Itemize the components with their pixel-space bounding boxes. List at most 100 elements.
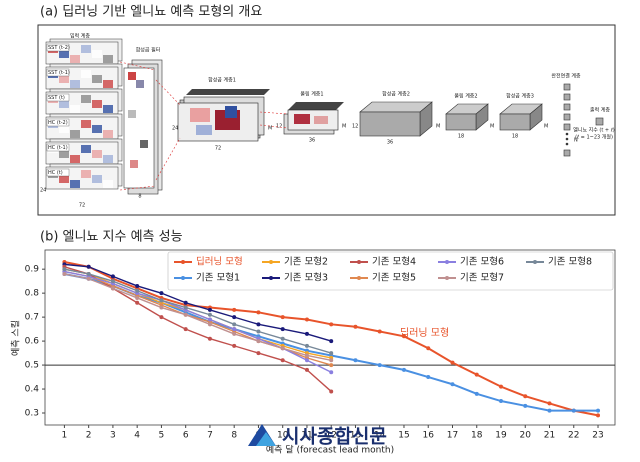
map-cell <box>103 155 113 163</box>
point <box>280 327 285 332</box>
label: 합성곱 계층2 <box>382 91 410 98</box>
point <box>183 305 188 310</box>
point <box>110 279 115 284</box>
point <box>86 271 91 276</box>
point <box>304 367 309 372</box>
point <box>159 291 164 296</box>
label: 12 <box>352 124 358 130</box>
panel-a-title: (a) 딥러닝 기반 엘니뇨 예측 모형의 개요 <box>40 5 262 20</box>
point <box>353 324 358 329</box>
legend-label: 기존 모형2 <box>284 257 328 268</box>
point <box>159 305 164 310</box>
y-tick-label: 0.3 <box>25 409 39 419</box>
map-cell <box>92 125 102 133</box>
point <box>256 310 261 315</box>
legend-label: 기존 모형3 <box>284 273 328 284</box>
point <box>474 372 479 377</box>
y-tick-label: 0.8 <box>25 289 40 299</box>
series-line <box>64 266 332 392</box>
point <box>329 363 334 368</box>
point <box>232 307 237 312</box>
input-label: HC (t) <box>48 170 63 176</box>
map-cell <box>81 145 91 153</box>
point <box>232 315 237 320</box>
map-cell <box>59 50 69 58</box>
point <box>523 394 528 399</box>
series-line <box>64 270 332 373</box>
watermark-text: 시사종합신문 <box>282 426 387 448</box>
point <box>377 329 382 334</box>
label: 합성곱 계층3 <box>506 93 534 100</box>
watermark: 시사종합신문 <box>248 424 387 448</box>
point <box>426 346 431 351</box>
label: 72 <box>79 203 85 209</box>
x-tick-label: 4 <box>134 431 140 441</box>
series-line <box>64 273 332 361</box>
legend-marker <box>181 276 185 280</box>
x-tick-label: 1 <box>62 431 68 441</box>
map-cell <box>103 180 113 188</box>
label: M <box>342 124 346 130</box>
legend-marker <box>269 276 273 280</box>
point <box>207 336 212 341</box>
x-tick-label: 6 <box>183 431 189 441</box>
point <box>135 288 140 293</box>
point <box>304 353 309 358</box>
label: (ℓ = 1~23 개월) <box>575 134 613 141</box>
point <box>183 327 188 332</box>
map-cell <box>81 70 91 78</box>
point <box>207 312 212 317</box>
label: 합성곱 계층1 <box>208 77 236 84</box>
x-tick-label: 16 <box>423 431 435 441</box>
point <box>62 267 67 272</box>
legend-label: 기존 모형4 <box>372 257 416 268</box>
point <box>135 283 140 288</box>
x-tick-label: 20 <box>520 431 532 441</box>
point <box>547 401 552 406</box>
conv-layer-3 <box>499 103 543 131</box>
conv-filters <box>123 59 163 195</box>
point <box>304 358 309 363</box>
map-label-bg <box>46 143 70 152</box>
label: 풀링 계층1 <box>300 91 323 98</box>
label: M <box>490 124 494 130</box>
x-tick-label: 17 <box>447 431 458 441</box>
y-tick-label: 0.4 <box>25 385 40 395</box>
connectors <box>119 61 289 191</box>
legend-label: 기존 모형5 <box>372 273 416 284</box>
x-tick-label: 3 <box>110 431 116 441</box>
legend-marker <box>357 260 361 264</box>
legend-label: 기존 모형8 <box>548 257 592 268</box>
map-cell <box>59 100 69 108</box>
y-tick-label: 0.7 <box>25 313 39 323</box>
point <box>304 317 309 322</box>
point <box>256 329 261 334</box>
x-axis-label: 예측 달 (forecast lead month) <box>266 444 394 456</box>
point <box>232 331 237 336</box>
label: 24 <box>172 126 178 132</box>
map-cell <box>92 50 102 58</box>
x-tick-label: 10 <box>277 431 289 441</box>
map-cell <box>70 80 80 88</box>
point <box>401 367 406 372</box>
map-cell <box>70 105 80 113</box>
x-tick-label: 11 <box>301 431 312 441</box>
point <box>110 286 115 291</box>
x-tick-label: 12 <box>325 431 336 441</box>
label: 8 <box>138 194 141 200</box>
map-cell <box>59 125 69 133</box>
y-axis-label: 예측 스킬 <box>11 320 22 356</box>
point <box>499 384 503 389</box>
map-cell <box>81 95 91 103</box>
legend-marker <box>357 276 361 280</box>
point <box>183 300 188 305</box>
x-tick-label: 7 <box>207 431 213 441</box>
point <box>207 307 212 312</box>
map-label-bg <box>46 168 70 177</box>
legend-marker <box>445 260 449 264</box>
point <box>353 358 358 363</box>
point <box>304 331 309 336</box>
point <box>280 358 285 363</box>
series-line <box>64 268 332 354</box>
